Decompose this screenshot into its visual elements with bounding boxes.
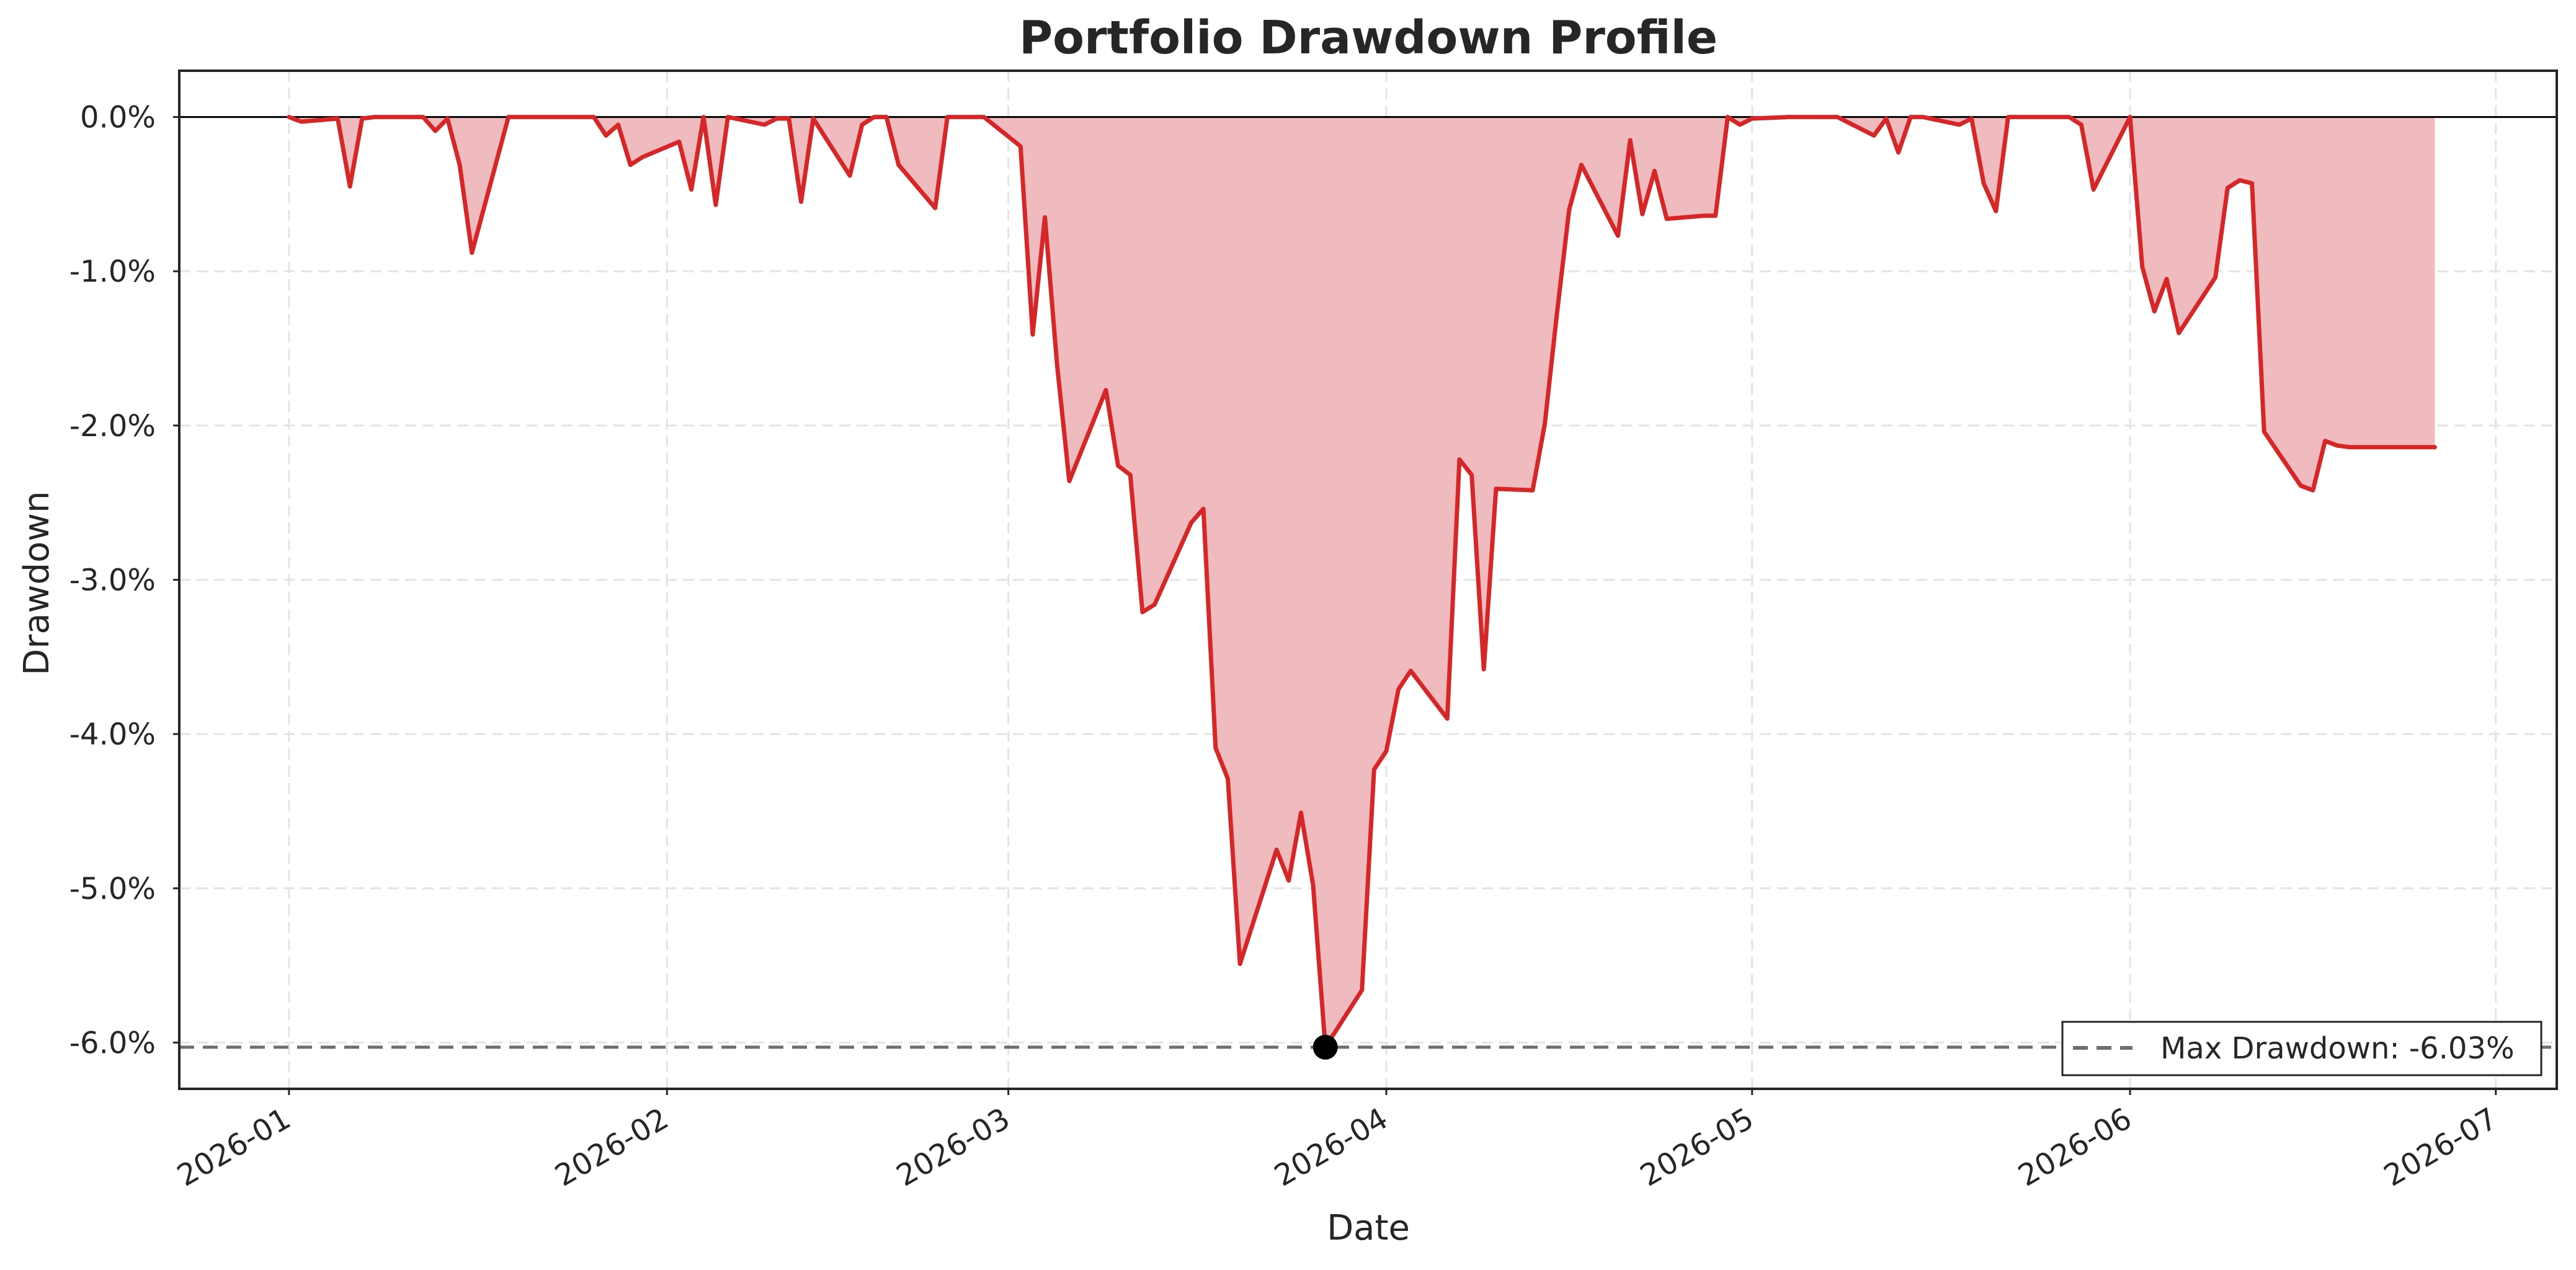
legend-box	[2061, 1021, 2543, 1076]
y-tick-label: -6.0%	[69, 1026, 156, 1060]
y-tick-label: -1.0%	[69, 254, 156, 289]
legend-label: Max Drawdown: -6.03%	[2160, 1031, 2515, 1066]
chart-title: Portfolio Drawdown Profile	[1019, 11, 1718, 65]
y-tick-label: -4.0%	[69, 717, 156, 752]
y-tick-label: 0.0%	[80, 101, 156, 135]
drawdown-area	[288, 117, 2435, 1047]
y-tick-labels: 0.0% -1.0% -2.0% -3.0% -4.0% -5.0% -6.0%	[69, 101, 179, 1060]
legend: Max Drawdown: -6.03%	[2061, 1021, 2543, 1076]
max-drawdown-marker	[1313, 1034, 1338, 1060]
drawdown-line	[287, 115, 2437, 1050]
y-tick-label: -5.0%	[69, 872, 156, 906]
y-tick-label: -2.0%	[69, 409, 156, 444]
y-axis-label: Drawdown	[17, 491, 57, 675]
x-axis-label: Date	[1327, 1208, 1410, 1248]
y-tick-label: -3.0%	[69, 563, 156, 598]
